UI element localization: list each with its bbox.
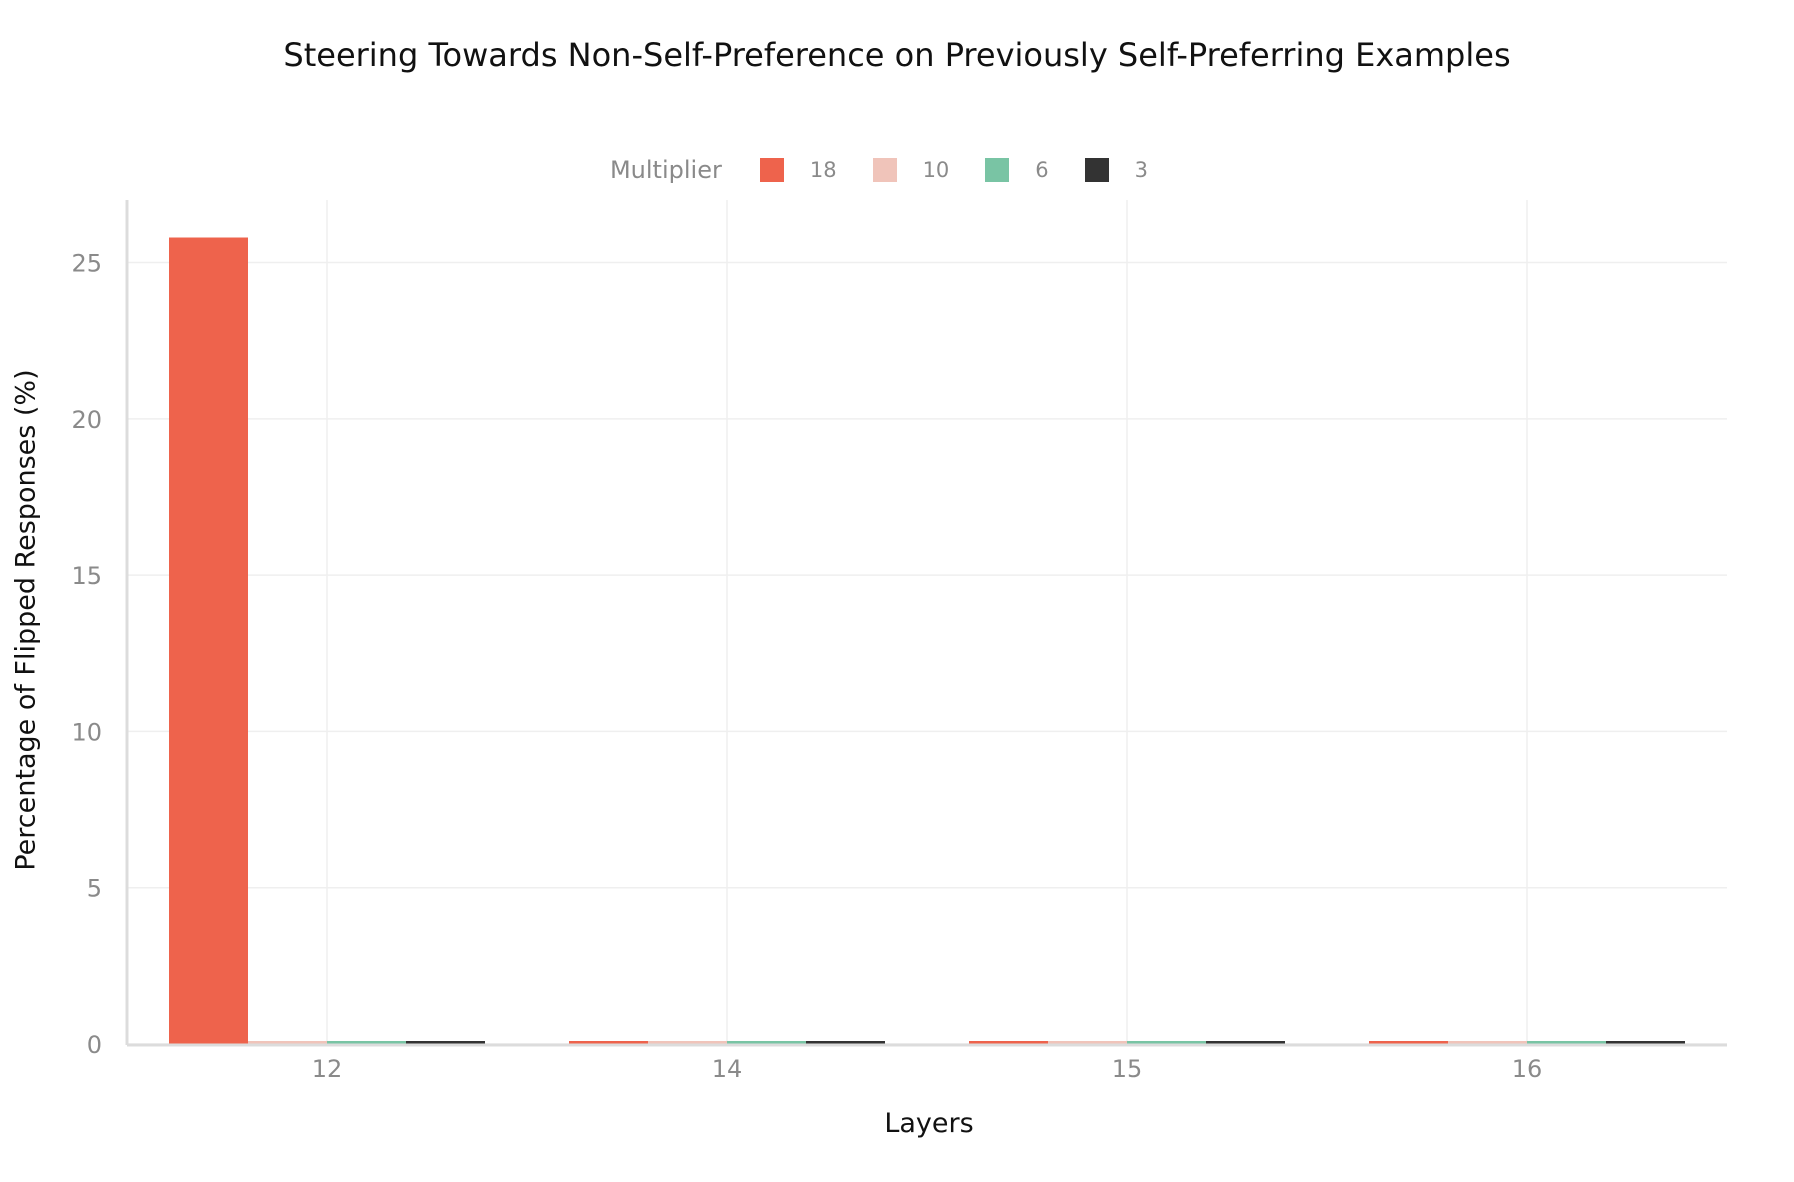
legend-title: Multiplier: [609, 156, 722, 184]
bar: [1527, 1041, 1606, 1044]
y-tick-label: 0: [87, 1031, 102, 1059]
y-axis-label: Percentage of Flipped Responses (%): [10, 369, 42, 871]
legend-swatch: [872, 158, 897, 182]
bar: [248, 1041, 327, 1044]
bar: [169, 237, 248, 1044]
y-tick-label: 10: [71, 718, 102, 746]
bar: [569, 1041, 648, 1044]
legend-items: 18 10 6 3: [759, 158, 1184, 182]
bar: [969, 1041, 1048, 1044]
x-axis-label: Layers: [884, 1108, 974, 1139]
bar: [327, 1041, 406, 1044]
chart-title: Steering Towards Non-Self-Preference on …: [283, 36, 1511, 74]
bar: [1606, 1041, 1685, 1044]
bar: [1448, 1041, 1527, 1044]
legend-swatch: [759, 158, 784, 182]
legend-swatch: [1084, 158, 1109, 182]
legend-item: 6: [985, 158, 1049, 182]
legend-swatch: [985, 158, 1010, 182]
y-tick-label: 5: [87, 875, 102, 903]
x-tick-label: 15: [1112, 1055, 1143, 1083]
x-tick-label: 16: [1512, 1055, 1543, 1083]
x-tick-label: 14: [712, 1055, 743, 1083]
legend-label: 3: [1134, 158, 1149, 182]
y-tick-label: 25: [71, 250, 102, 278]
bar: [806, 1041, 885, 1044]
y-tick-label: 15: [71, 562, 102, 590]
bar: [1206, 1041, 1285, 1044]
legend-label: 6: [1035, 158, 1049, 182]
bar: [727, 1041, 806, 1044]
bar: [1127, 1041, 1206, 1044]
bar: [648, 1041, 727, 1044]
legend-label: 18: [809, 158, 837, 182]
y-tick-label: 20: [71, 406, 102, 434]
legend-item: 10: [872, 158, 950, 182]
x-tick-label: 12: [312, 1055, 343, 1083]
legend: Multiplier 18 10 6 3: [0, 152, 1794, 188]
legend-item: 18: [759, 158, 837, 182]
bar: [1048, 1041, 1127, 1044]
legend-item: 3: [1084, 158, 1149, 182]
bar: [406, 1041, 485, 1044]
bar: [1369, 1041, 1448, 1044]
legend-label: 10: [922, 158, 950, 182]
